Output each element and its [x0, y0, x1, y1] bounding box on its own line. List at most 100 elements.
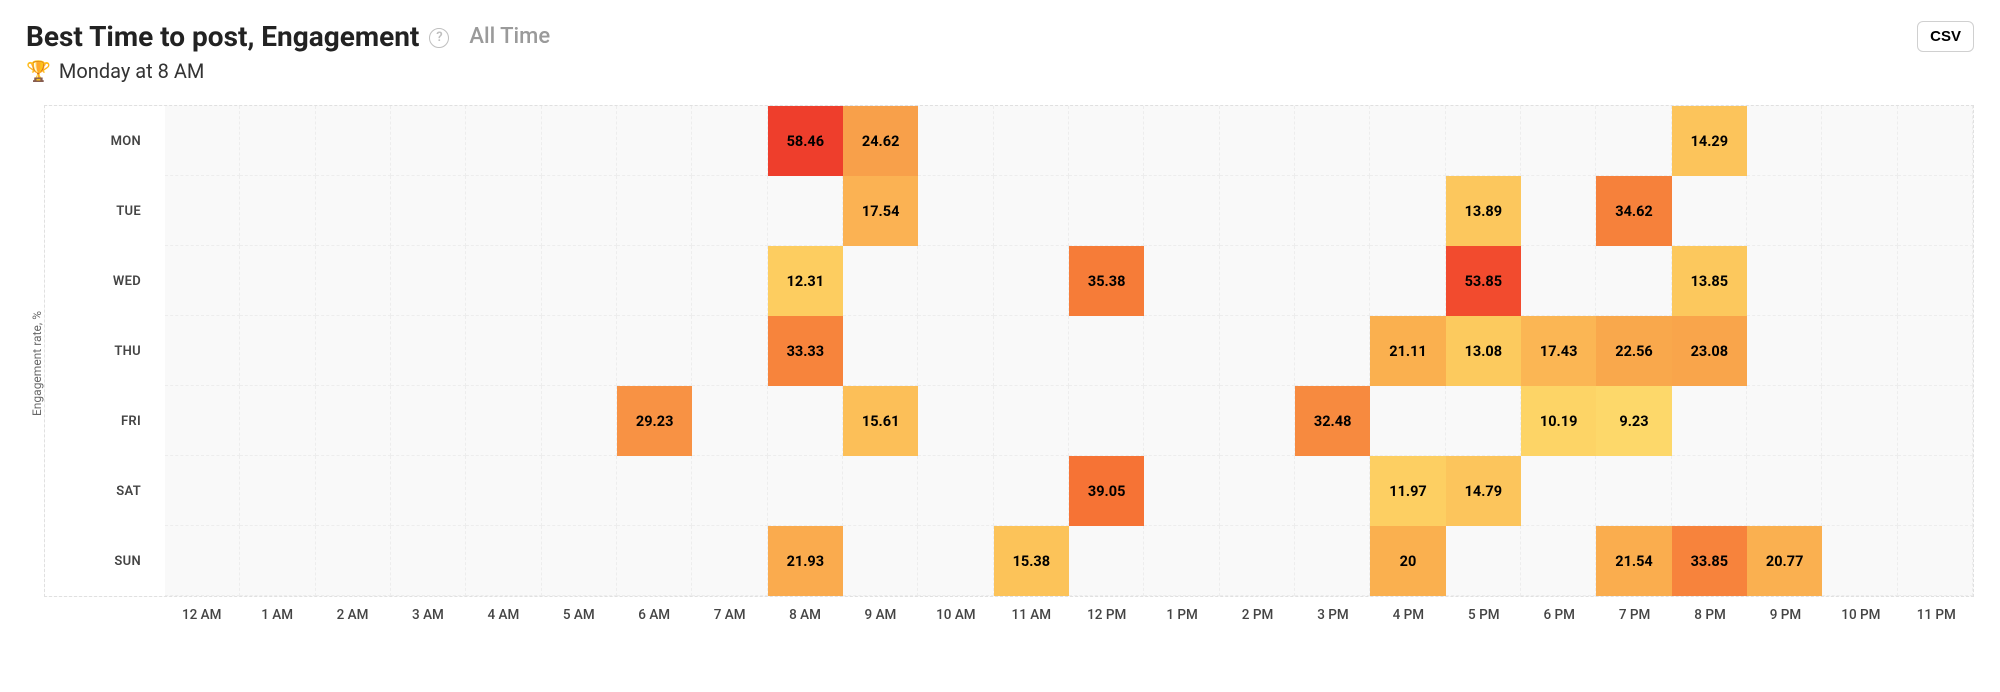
heatmap-cell[interactable]	[843, 246, 918, 316]
heatmap-cell[interactable]	[240, 386, 315, 456]
heatmap-cell[interactable]	[1295, 176, 1370, 246]
heatmap-cell[interactable]	[1144, 386, 1219, 456]
heatmap-cell[interactable]	[1144, 246, 1219, 316]
heatmap-cell[interactable]	[617, 456, 692, 526]
heatmap-cell[interactable]	[1898, 386, 1973, 456]
heatmap-cell[interactable]	[918, 526, 993, 596]
heatmap-cell[interactable]	[918, 176, 993, 246]
heatmap-cell[interactable]	[165, 456, 240, 526]
heatmap-cell[interactable]	[1822, 456, 1897, 526]
heatmap-cell[interactable]	[1144, 526, 1219, 596]
heatmap-cell[interactable]	[918, 316, 993, 386]
heatmap-cell[interactable]	[994, 176, 1069, 246]
heatmap-cell[interactable]	[165, 176, 240, 246]
heatmap-cell[interactable]	[316, 246, 391, 316]
heatmap-cell[interactable]	[692, 526, 767, 596]
heatmap-cell[interactable]: 13.85	[1672, 246, 1747, 316]
heatmap-cell[interactable]	[1898, 246, 1973, 316]
heatmap-cell[interactable]: 53.85	[1446, 246, 1521, 316]
heatmap-cell[interactable]: 32.48	[1295, 386, 1370, 456]
heatmap-cell[interactable]	[542, 176, 617, 246]
heatmap-cell[interactable]	[1747, 386, 1822, 456]
heatmap-cell[interactable]: 24.62	[843, 106, 918, 176]
heatmap-cell[interactable]	[240, 456, 315, 526]
heatmap-cell[interactable]	[1898, 316, 1973, 386]
heatmap-cell[interactable]	[1521, 106, 1596, 176]
heatmap-cell[interactable]	[1144, 456, 1219, 526]
heatmap-cell[interactable]	[1144, 176, 1219, 246]
heatmap-cell[interactable]	[1898, 106, 1973, 176]
heatmap-cell[interactable]: 22.56	[1596, 316, 1671, 386]
heatmap-cell[interactable]	[466, 386, 541, 456]
heatmap-cell[interactable]: 21.54	[1596, 526, 1671, 596]
heatmap-cell[interactable]	[1220, 526, 1295, 596]
heatmap-cell[interactable]: 11.97	[1370, 456, 1445, 526]
heatmap-cell[interactable]	[994, 246, 1069, 316]
heatmap-cell[interactable]	[1822, 106, 1897, 176]
heatmap-cell[interactable]	[1596, 456, 1671, 526]
heatmap-cell[interactable]: 20.77	[1747, 526, 1822, 596]
heatmap-cell[interactable]	[918, 386, 993, 456]
heatmap-cell[interactable]	[617, 526, 692, 596]
heatmap-cell[interactable]	[1822, 176, 1897, 246]
heatmap-cell[interactable]: 29.23	[617, 386, 692, 456]
heatmap-cell[interactable]	[768, 176, 843, 246]
heatmap-cell[interactable]: 12.31	[768, 246, 843, 316]
heatmap-cell[interactable]	[1370, 386, 1445, 456]
heatmap-cell[interactable]	[843, 526, 918, 596]
heatmap-cell[interactable]	[1672, 386, 1747, 456]
heatmap-cell[interactable]: 20	[1370, 526, 1445, 596]
heatmap-cell[interactable]	[466, 246, 541, 316]
heatmap-cell[interactable]	[768, 386, 843, 456]
heatmap-cell[interactable]	[1220, 246, 1295, 316]
heatmap-cell[interactable]	[1220, 176, 1295, 246]
heatmap-cell[interactable]	[1822, 316, 1897, 386]
heatmap-cell[interactable]	[165, 106, 240, 176]
heatmap-cell[interactable]	[918, 106, 993, 176]
heatmap-cell[interactable]	[165, 316, 240, 386]
heatmap-cell[interactable]	[1069, 526, 1144, 596]
heatmap-cell[interactable]	[1747, 316, 1822, 386]
heatmap-cell[interactable]: 35.38	[1069, 246, 1144, 316]
heatmap-cell[interactable]	[1069, 386, 1144, 456]
heatmap-cell[interactable]	[316, 106, 391, 176]
heatmap-cell[interactable]	[391, 386, 466, 456]
heatmap-cell[interactable]	[1446, 106, 1521, 176]
heatmap-cell[interactable]	[1446, 526, 1521, 596]
heatmap-cell[interactable]	[391, 246, 466, 316]
heatmap-cell[interactable]	[1069, 176, 1144, 246]
heatmap-cell[interactable]: 34.62	[1596, 176, 1671, 246]
heatmap-cell[interactable]: 10.19	[1521, 386, 1596, 456]
heatmap-cell[interactable]	[1596, 246, 1671, 316]
heatmap-cell[interactable]	[1069, 316, 1144, 386]
heatmap-cell[interactable]	[1446, 386, 1521, 456]
export-csv-button[interactable]: CSV	[1917, 21, 1974, 52]
heatmap-cell[interactable]	[692, 106, 767, 176]
heatmap-cell[interactable]	[1295, 456, 1370, 526]
heatmap-cell[interactable]	[542, 456, 617, 526]
heatmap-cell[interactable]	[240, 246, 315, 316]
heatmap-cell[interactable]	[918, 456, 993, 526]
heatmap-cell[interactable]	[316, 316, 391, 386]
heatmap-cell[interactable]	[1370, 106, 1445, 176]
heatmap-cell[interactable]	[692, 246, 767, 316]
heatmap-cell[interactable]	[1370, 176, 1445, 246]
heatmap-cell[interactable]	[1295, 526, 1370, 596]
heatmap-cell[interactable]	[1898, 526, 1973, 596]
heatmap-cell[interactable]	[1220, 106, 1295, 176]
heatmap-cell[interactable]	[1069, 106, 1144, 176]
heatmap-cell[interactable]	[1220, 456, 1295, 526]
heatmap-cell[interactable]	[1521, 176, 1596, 246]
heatmap-cell[interactable]: 9.23	[1596, 386, 1671, 456]
heatmap-cell[interactable]	[1144, 316, 1219, 386]
heatmap-cell[interactable]	[316, 386, 391, 456]
heatmap-cell[interactable]	[1220, 316, 1295, 386]
heatmap-cell[interactable]	[1747, 246, 1822, 316]
heatmap-cell[interactable]	[1295, 106, 1370, 176]
help-icon[interactable]: ?	[429, 28, 449, 48]
heatmap-cell[interactable]: 14.29	[1672, 106, 1747, 176]
heatmap-cell[interactable]	[1822, 386, 1897, 456]
heatmap-cell[interactable]: 23.08	[1672, 316, 1747, 386]
heatmap-cell[interactable]	[1898, 456, 1973, 526]
heatmap-cell[interactable]: 58.46	[768, 106, 843, 176]
